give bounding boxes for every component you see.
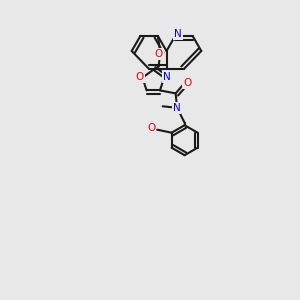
Text: N: N bbox=[172, 103, 180, 113]
Text: N: N bbox=[163, 72, 171, 82]
Text: N: N bbox=[174, 29, 182, 39]
Text: O: O bbox=[147, 123, 155, 133]
Text: O: O bbox=[135, 72, 144, 82]
Text: O: O bbox=[183, 78, 191, 88]
Text: O: O bbox=[154, 49, 163, 59]
